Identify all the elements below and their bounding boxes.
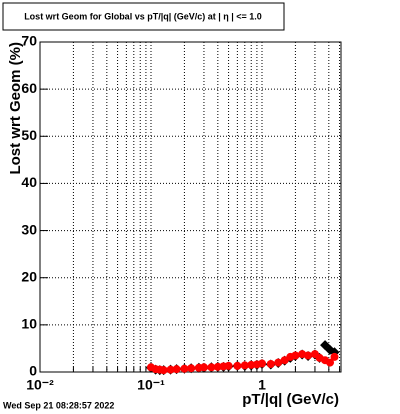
y-tick-label: 40 [21,174,37,190]
title-box [2,2,285,31]
data-point [326,358,335,367]
data-point [207,363,216,372]
y-tick-label: 50 [21,127,37,143]
data-point [304,351,313,360]
data-point [199,363,208,372]
data-point [291,351,300,360]
x-axis-title: pT/|q| (GeV/c) [242,391,339,408]
y-tick-label: 30 [21,221,37,237]
data-point [240,361,249,370]
x-tick-label: 10⁻² [26,377,54,393]
x-tick-label: 1 [258,377,266,393]
y-tick-label: 0 [29,363,37,379]
data-point [233,361,242,370]
data-point [224,361,233,370]
data-point [330,352,339,361]
y-tick-label: 20 [21,268,37,284]
data-point [159,366,168,375]
data-point [166,365,175,374]
data-point [187,364,196,373]
y-axis-title: Lost wrt Geom (%) [7,42,24,175]
timestamp: Wed Sep 21 08:28:57 2022 [3,400,114,410]
data-point [257,359,266,368]
y-tick-label: 60 [21,80,37,96]
y-tick-label: 70 [21,33,37,49]
data-point [274,358,283,367]
data-point [180,364,189,373]
data-point [266,359,275,368]
x-tick-label: 10⁻¹ [137,377,165,393]
data-point [172,365,181,374]
y-tick-label: 10 [21,316,37,332]
chart-title: Lost wrt Geom for Global vs pT/|q| (GeV/… [24,11,262,21]
